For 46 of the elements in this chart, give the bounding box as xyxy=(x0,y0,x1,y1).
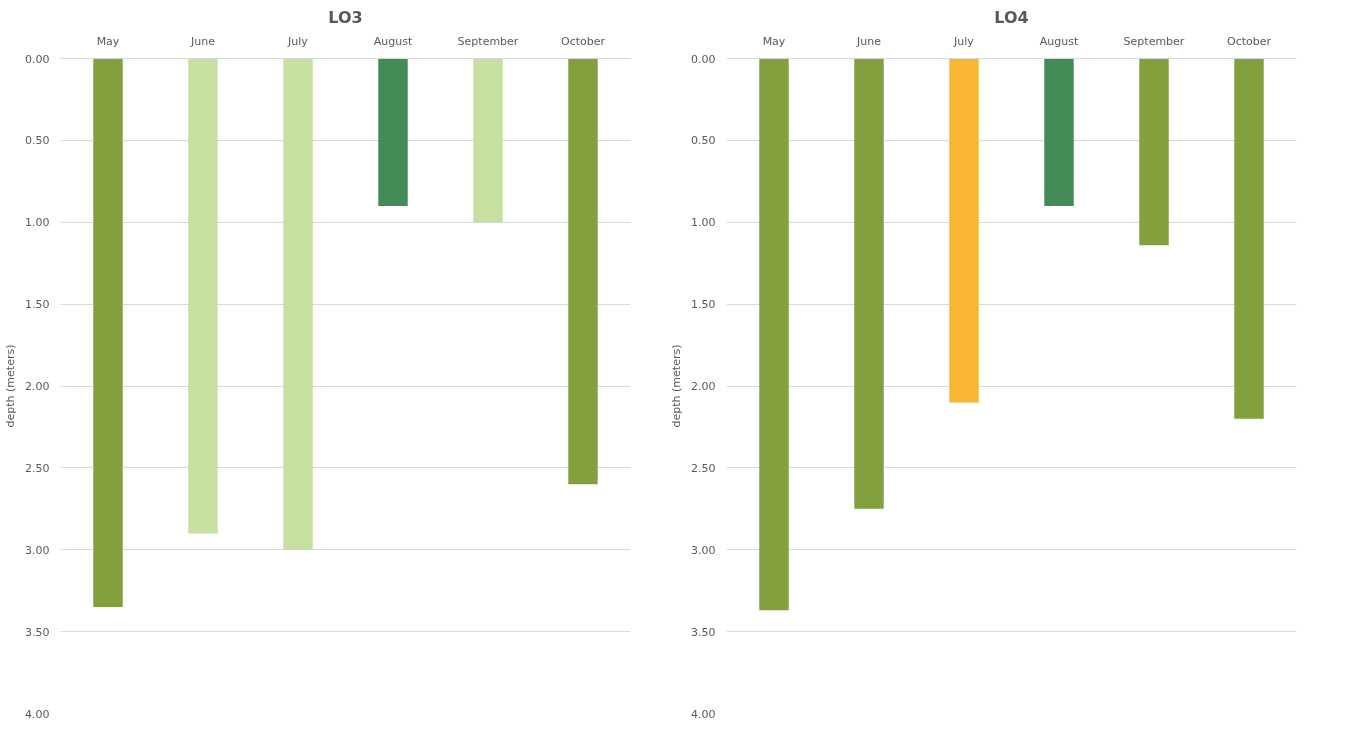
y-tick-label: 4.00 xyxy=(25,707,50,721)
bar xyxy=(1139,58,1169,246)
bar xyxy=(93,58,123,608)
y-tick-label: 2.00 xyxy=(25,380,50,393)
y-tick-label: 2.00 xyxy=(691,380,716,393)
x-tick-label: October xyxy=(1226,34,1272,48)
x-tick-label: June xyxy=(190,34,216,48)
y-tick-label: 4.00 xyxy=(691,707,716,721)
y-tick-label: 3.50 xyxy=(691,625,716,639)
bar xyxy=(1234,58,1264,419)
y-tick-label: 0.50 xyxy=(25,134,50,148)
y-tick-label: 0.00 xyxy=(25,52,50,66)
y-tick-label: 3.00 xyxy=(25,543,50,557)
chart-title: LO4 xyxy=(994,7,1029,27)
y-tick-label: 2.50 xyxy=(25,461,50,475)
x-tick-label: May xyxy=(762,34,786,48)
x-tick-label: October xyxy=(560,34,606,48)
bar xyxy=(949,58,979,403)
x-tick-label: July xyxy=(287,34,309,48)
y-axis-title: depth (meters) xyxy=(4,344,18,428)
y-tick-label: 1.50 xyxy=(691,298,716,312)
x-tick-label: August xyxy=(1039,34,1079,48)
y-axis-title: depth (meters) xyxy=(670,344,684,428)
bar xyxy=(378,58,408,206)
bar xyxy=(473,58,503,223)
x-tick-label: July xyxy=(953,34,975,48)
x-tick-label: August xyxy=(373,34,413,48)
bar xyxy=(854,58,884,509)
bar xyxy=(759,58,789,611)
bar xyxy=(283,58,313,550)
bar xyxy=(188,58,218,534)
chart-title: LO3 xyxy=(328,7,363,27)
x-tick-label: June xyxy=(856,34,882,48)
y-tick-label: 1.00 xyxy=(25,216,50,230)
y-tick-label: 2.50 xyxy=(691,461,716,475)
y-tick-label: 0.50 xyxy=(691,134,716,148)
x-tick-label: September xyxy=(1123,34,1185,48)
x-tick-label: May xyxy=(96,34,120,48)
y-tick-label: 1.50 xyxy=(25,298,50,312)
x-tick-label: September xyxy=(457,34,519,48)
y-tick-label: 1.00 xyxy=(691,216,716,230)
bar xyxy=(1044,58,1074,206)
y-tick-label: 3.50 xyxy=(25,625,50,639)
bar xyxy=(568,58,598,485)
y-tick-label: 0.00 xyxy=(691,52,716,66)
y-tick-label: 3.00 xyxy=(691,543,716,557)
